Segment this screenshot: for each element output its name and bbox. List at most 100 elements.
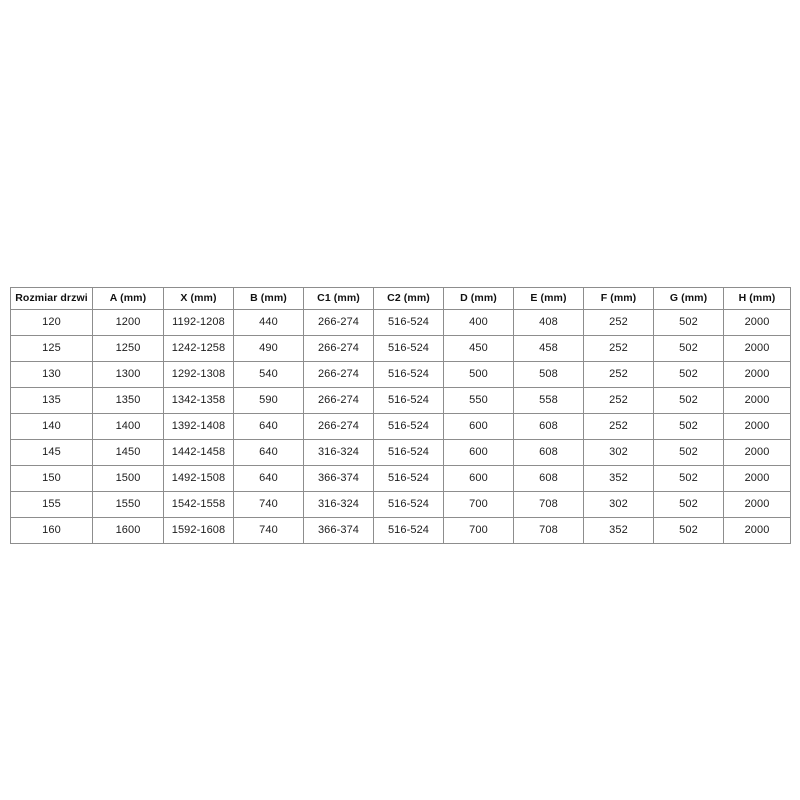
table-cell: 352	[583, 465, 654, 492]
table-cell: 502	[653, 335, 724, 362]
table-cell: 458	[513, 335, 584, 362]
table-cell: 700	[443, 491, 514, 518]
table-row: 155 1550 1542-1558 740 316-324 516-524 700 708 3…	[10, 491, 791, 518]
table-cell: 266-274	[303, 387, 374, 414]
table-cell: 490	[233, 335, 304, 362]
table-cell: 708	[513, 491, 584, 518]
column-header-8: F (mm)	[583, 287, 654, 310]
table-cell: 125	[10, 335, 93, 362]
table-cell: 558	[513, 387, 584, 414]
table-row: 160 1600 1592-1608 740 366-374 516-524 700 708 3…	[10, 517, 791, 544]
table-row: 130 1300 1292-1308 540 266-274 516-524 500 508 2…	[10, 361, 791, 388]
column-header-3: B (mm)	[233, 287, 304, 310]
table-cell: 450	[443, 335, 514, 362]
table-cell: 640	[233, 439, 304, 466]
table-cell: 502	[653, 361, 724, 388]
table-cell: 266-274	[303, 413, 374, 440]
table-row: 145 1450 1442-1458 640 316-324 516-524 600 608 3…	[10, 439, 791, 466]
table-header-row: Rozmiar drzwi A (mm) X (mm) B (mm) C1 (mm) C2…	[10, 287, 791, 310]
table-row: 120 1200 1192-1208 440 266-274 516-524 400 408 2…	[10, 309, 791, 336]
table-cell: 266-274	[303, 309, 374, 336]
table-cell: 400	[443, 309, 514, 336]
table-cell: 516-524	[373, 517, 444, 544]
table-cell: 135	[10, 387, 93, 414]
table-cell: 316-324	[303, 439, 374, 466]
table-cell: 1492-1508	[163, 465, 234, 492]
table-cell: 502	[653, 517, 724, 544]
table-cell: 608	[513, 465, 584, 492]
table-cell: 516-524	[373, 491, 444, 518]
table-cell: 1300	[92, 361, 164, 388]
table-cell: 600	[443, 439, 514, 466]
table-cell: 252	[583, 335, 654, 362]
table-cell: 2000	[723, 335, 791, 362]
table-cell: 608	[513, 439, 584, 466]
table-cell: 590	[233, 387, 304, 414]
column-header-9: G (mm)	[653, 287, 724, 310]
table-cell: 440	[233, 309, 304, 336]
table-cell: 2000	[723, 387, 791, 414]
table-cell: 1500	[92, 465, 164, 492]
table-cell: 1542-1558	[163, 491, 234, 518]
table-cell: 550	[443, 387, 514, 414]
table-cell: 316-324	[303, 491, 374, 518]
column-header-0: Rozmiar drzwi	[10, 287, 93, 310]
table-cell: 252	[583, 413, 654, 440]
table-cell: 1400	[92, 413, 164, 440]
table-cell: 1192-1208	[163, 309, 234, 336]
table-cell: 516-524	[373, 335, 444, 362]
table-cell: 120	[10, 309, 93, 336]
table-cell: 640	[233, 465, 304, 492]
door-size-specification-table: Rozmiar drzwi A (mm) X (mm) B (mm) C1 (mm) C2…	[10, 287, 791, 544]
table-cell: 1292-1308	[163, 361, 234, 388]
table-cell: 252	[583, 361, 654, 388]
table-cell: 1392-1408	[163, 413, 234, 440]
table-cell: 700	[443, 517, 514, 544]
table-cell: 502	[653, 387, 724, 414]
table-cell: 155	[10, 491, 93, 518]
table-cell: 500	[443, 361, 514, 388]
table-cell: 600	[443, 413, 514, 440]
column-header-6: D (mm)	[443, 287, 514, 310]
table-cell: 2000	[723, 309, 791, 336]
table-cell: 740	[233, 517, 304, 544]
table-cell: 502	[653, 491, 724, 518]
table-cell: 516-524	[373, 465, 444, 492]
column-header-7: E (mm)	[513, 287, 584, 310]
table-row: 125 1250 1242-1258 490 266-274 516-524 450 458 2…	[10, 335, 791, 362]
table-cell: 2000	[723, 413, 791, 440]
table-cell: 2000	[723, 465, 791, 492]
column-header-4: C1 (mm)	[303, 287, 374, 310]
table-cell: 1200	[92, 309, 164, 336]
table-cell: 1242-1258	[163, 335, 234, 362]
table-cell: 2000	[723, 361, 791, 388]
table-cell: 1442-1458	[163, 439, 234, 466]
table-cell: 502	[653, 413, 724, 440]
table-cell: 252	[583, 387, 654, 414]
table-cell: 608	[513, 413, 584, 440]
table-row: 135 1350 1342-1358 590 266-274 516-524 550 558 2…	[10, 387, 791, 414]
column-header-2: X (mm)	[163, 287, 234, 310]
table-cell: 600	[443, 465, 514, 492]
table-cell: 266-274	[303, 335, 374, 362]
table-cell: 160	[10, 517, 93, 544]
table-cell: 266-274	[303, 361, 374, 388]
table-cell: 252	[583, 309, 654, 336]
table-cell: 1450	[92, 439, 164, 466]
table-cell: 540	[233, 361, 304, 388]
table-cell: 352	[583, 517, 654, 544]
column-header-1: A (mm)	[92, 287, 164, 310]
table-cell: 516-524	[373, 361, 444, 388]
table-cell: 516-524	[373, 387, 444, 414]
table-cell: 516-524	[373, 439, 444, 466]
table-cell: 516-524	[373, 309, 444, 336]
table-cell: 140	[10, 413, 93, 440]
table-header: Rozmiar drzwi A (mm) X (mm) B (mm) C1 (mm) C2…	[10, 287, 791, 310]
table-cell: 2000	[723, 517, 791, 544]
table-cell: 508	[513, 361, 584, 388]
table-cell: 1550	[92, 491, 164, 518]
table-cell: 408	[513, 309, 584, 336]
table-cell: 502	[653, 465, 724, 492]
table-cell: 150	[10, 465, 93, 492]
